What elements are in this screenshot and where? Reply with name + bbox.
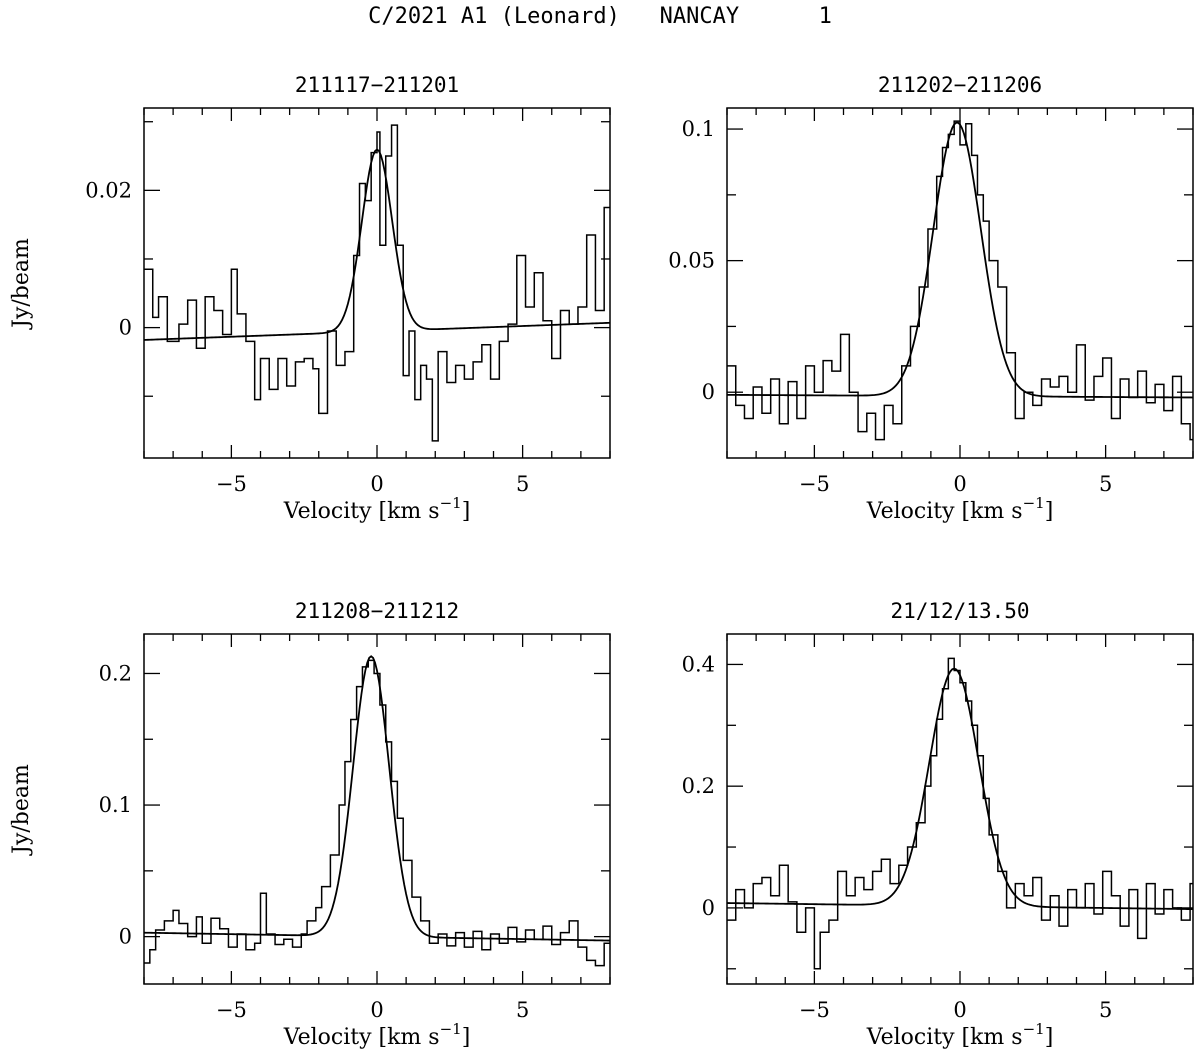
spectrum-histogram xyxy=(144,659,610,967)
x-axis-label: Velocity [km s−1] xyxy=(866,494,1054,524)
gaussian-fit-curve xyxy=(144,655,610,942)
x-tick-label: 0 xyxy=(953,472,966,496)
x-tick-label: −5 xyxy=(799,998,830,1022)
spectrum-panel-2: 211202−211206 −5 0 5 0 0.05 0.1 Velocity [km s−… xyxy=(668,73,1194,524)
spectrum-panel-4: 21/12/13.50 −5 0 5 0 0.2 0.4 Velocity [km s−1] xyxy=(682,599,1194,1050)
spectrum-histogram xyxy=(727,120,1193,441)
x-tick-label: 5 xyxy=(1099,998,1112,1022)
y-tick-label: 0.1 xyxy=(99,793,132,817)
y-tick-label: 0.2 xyxy=(682,774,715,798)
header-target: C/2021 A1 (Leonard) xyxy=(368,4,620,29)
y-tick-label: 0 xyxy=(702,896,715,920)
x-axis-label: Velocity [km s−1] xyxy=(283,494,471,524)
y-tick-label: 0.4 xyxy=(682,652,715,676)
plot-frame xyxy=(143,633,611,985)
x-tick-label: 5 xyxy=(516,998,529,1022)
spectrum-histogram xyxy=(144,124,610,442)
y-tick-label: 0.02 xyxy=(85,178,132,202)
y-tick-label: 0 xyxy=(119,925,132,949)
x-tick-label: 5 xyxy=(516,472,529,496)
x-tick-label: −5 xyxy=(216,998,247,1022)
x-tick-label: −5 xyxy=(799,472,830,496)
y-axis-label: Jy/beam xyxy=(9,238,34,330)
y-axis-label: Jy/beam xyxy=(9,764,34,856)
spectrum-histogram xyxy=(727,657,1193,970)
y-tick-label: 0.1 xyxy=(682,117,715,141)
x-tick-label: 5 xyxy=(1099,472,1112,496)
y-tick-label: 0.2 xyxy=(99,661,132,685)
plot-frame xyxy=(143,107,611,459)
gaussian-fit-curve xyxy=(727,121,1193,399)
x-axis-label: Velocity [km s−1] xyxy=(866,1020,1054,1050)
spectrum-panel-3: 211208−211212 −5 0 5 0 0.1 0.2 Velocity [km s−1… xyxy=(9,599,611,1050)
x-tick-label: −5 xyxy=(216,472,247,496)
panel-title: 211208−211212 xyxy=(295,599,459,623)
y-tick-label: 0 xyxy=(702,380,715,404)
y-tick-label: 0.05 xyxy=(668,249,715,273)
y-tick-label: 0 xyxy=(119,316,132,340)
panel-title: 211117−211201 xyxy=(295,73,459,97)
gaussian-fit-curve xyxy=(144,148,610,341)
x-axis-label: Velocity [km s−1] xyxy=(283,1020,471,1050)
spectrum-panel-1: 211117−211201 −5 0 5 0 0.02 Velocity [km s−1] J… xyxy=(9,73,611,524)
figure-header: C/2021 A1 (Leonard) NANCAY 1 xyxy=(0,4,1200,29)
panel-title: 211202−211206 xyxy=(878,73,1042,97)
header-page: 1 xyxy=(818,4,832,29)
x-tick-label: 0 xyxy=(370,998,383,1022)
x-tick-label: 0 xyxy=(370,472,383,496)
panel-title: 21/12/13.50 xyxy=(890,599,1029,623)
header-site: NANCAY xyxy=(659,4,740,29)
x-tick-label: 0 xyxy=(953,998,966,1022)
gaussian-fit-curve xyxy=(727,667,1193,911)
